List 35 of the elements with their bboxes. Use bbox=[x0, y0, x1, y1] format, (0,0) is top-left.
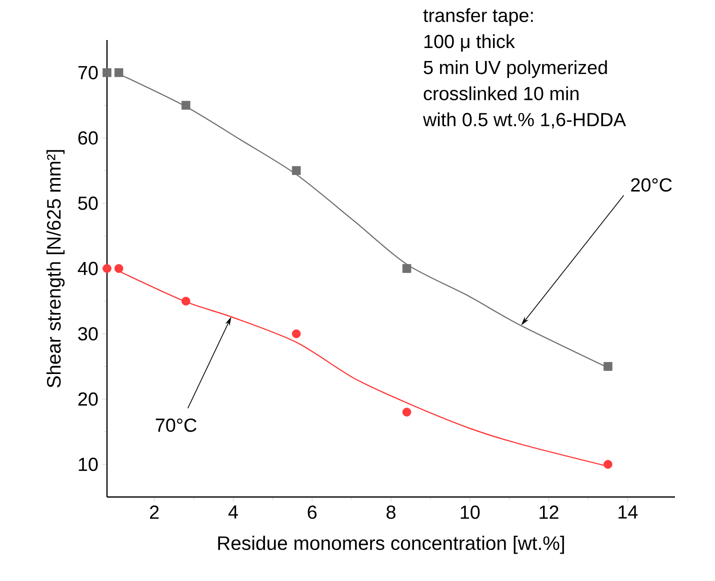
text: transfer tape: bbox=[423, 8, 533, 26]
annotation: with 0.5 wt.% 1,6-HDDA bbox=[422, 112, 626, 129]
point bbox=[114, 68, 124, 78]
annotation: 5 min UV polymerized bbox=[424, 60, 607, 78]
x-tick-label: 8 bbox=[386, 506, 396, 519]
y-tick-label: 70 bbox=[78, 66, 98, 80]
point bbox=[402, 408, 412, 417]
point bbox=[292, 329, 301, 338]
y-tick-label: 30 bbox=[78, 327, 98, 340]
y-tick-label: 20 bbox=[78, 392, 98, 406]
y-tick-label: 10 bbox=[78, 458, 98, 472]
y-axis-title: Shear strength [N/625 mm²] bbox=[46, 150, 65, 388]
point bbox=[604, 460, 612, 469]
point bbox=[604, 362, 612, 371]
y-tick-label: 60 bbox=[78, 131, 98, 145]
x-tick-label: 4 bbox=[228, 506, 238, 519]
x-tick-label: 2 bbox=[150, 506, 159, 519]
y-tick-label: 50 bbox=[78, 196, 98, 210]
annotation: 20°C bbox=[631, 178, 672, 192]
x-tick-label: 6 bbox=[308, 506, 317, 519]
x-tick-label: 12 bbox=[540, 506, 558, 519]
point bbox=[181, 100, 190, 110]
annotation: crosslinked 10 min bbox=[424, 86, 578, 100]
point bbox=[102, 264, 112, 273]
x-tick-label: 14 bbox=[618, 506, 638, 519]
y-tick-label: 40 bbox=[78, 262, 98, 276]
annotation: 100 μ thick bbox=[424, 34, 515, 52]
point bbox=[102, 68, 112, 78]
point bbox=[292, 166, 301, 175]
point bbox=[181, 296, 190, 306]
x-axis-title: Residue monomers concentration [wt.%] bbox=[218, 536, 564, 554]
point bbox=[114, 264, 124, 273]
x-tick-label: 10 bbox=[460, 506, 480, 519]
annotation: 70°C bbox=[156, 418, 196, 432]
point bbox=[402, 264, 412, 273]
